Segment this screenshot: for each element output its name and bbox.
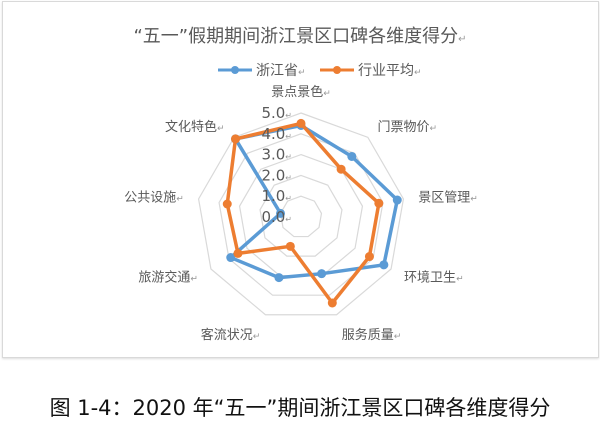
paragraph-mark: ↵ bbox=[394, 332, 402, 342]
paragraph-mark: ↵ bbox=[285, 132, 292, 141]
data-point bbox=[285, 241, 295, 251]
data-point bbox=[392, 195, 402, 205]
radar-chart: “五一”假期期间浙江景区口碑各维度得分↵ 浙江省↵ 行业平均↵ 0.0↵ 1.0↵ 2.0… bbox=[124, 26, 478, 343]
data-point bbox=[364, 252, 374, 262]
chart-title: “五一”假期期间浙江景区口碑各维度得分↵ bbox=[133, 26, 466, 47]
paragraph-mark: ↵ bbox=[456, 275, 464, 285]
data-point bbox=[317, 269, 327, 279]
grid-ring bbox=[218, 133, 384, 296]
paragraph-mark: ↵ bbox=[253, 332, 261, 342]
paragraph-mark: ↵ bbox=[217, 124, 225, 134]
series-line bbox=[228, 123, 400, 280]
tick-label: 5.0↵ bbox=[261, 104, 292, 122]
legend-marker bbox=[333, 66, 341, 74]
data-point bbox=[233, 248, 243, 258]
grid-ring bbox=[197, 112, 405, 316]
data-point bbox=[374, 198, 384, 208]
paragraph-mark: ↵ bbox=[298, 68, 306, 78]
paragraph-mark: ↵ bbox=[430, 124, 438, 134]
paragraph-mark: ↵ bbox=[285, 194, 292, 203]
data-point bbox=[274, 273, 284, 283]
figure-caption: 图 1-4：2020 年“五一”期间浙江景区口碑各维度得分 bbox=[49, 396, 551, 420]
category-label: 景区管理↵ bbox=[418, 190, 478, 205]
paragraph-mark: ↵ bbox=[285, 215, 292, 224]
category-label: 公共设施↵ bbox=[124, 190, 184, 205]
paragraph-mark: ↵ bbox=[414, 68, 422, 78]
data-point bbox=[336, 164, 346, 174]
data-point bbox=[226, 253, 236, 263]
paragraph-mark: ↵ bbox=[285, 111, 292, 120]
legend-label: 浙江省↵ bbox=[256, 63, 306, 79]
category-label: 旅游交通↵ bbox=[138, 270, 198, 286]
category-label: 环境卫生↵ bbox=[404, 271, 464, 286]
data-point bbox=[276, 208, 286, 218]
data-point bbox=[379, 260, 389, 270]
category-label: 景点景色↵ bbox=[271, 84, 331, 100]
grid-ring bbox=[279, 195, 323, 238]
tick-label: 3.0↵ bbox=[261, 146, 292, 164]
data-point bbox=[347, 151, 357, 161]
legend-marker bbox=[231, 66, 239, 74]
category-label: 客流状况↵ bbox=[201, 327, 261, 343]
chart-container bbox=[2, 1, 599, 358]
legend-label: 行业平均↵ bbox=[358, 63, 422, 79]
tick-label: 4.0↵ bbox=[261, 125, 292, 143]
tick-label: 1.0↵ bbox=[261, 187, 292, 205]
category-label: 服务质量↵ bbox=[342, 327, 402, 343]
paragraph-mark: ↵ bbox=[176, 194, 184, 204]
data-point bbox=[230, 134, 240, 144]
paragraph-mark: ↵ bbox=[323, 89, 331, 99]
tick-label: 0.0↵ bbox=[261, 208, 292, 226]
data-point bbox=[222, 199, 232, 209]
grid-ring bbox=[259, 174, 343, 257]
paragraph-mark: ↵ bbox=[285, 173, 292, 182]
paragraph-mark: ↵ bbox=[458, 34, 466, 45]
data-point bbox=[296, 118, 306, 128]
paragraph-mark: ↵ bbox=[285, 153, 292, 162]
data-point bbox=[327, 298, 337, 308]
category-label: 文化特色↵ bbox=[165, 119, 225, 135]
series-line bbox=[225, 121, 381, 305]
category-label: 门票物价↵ bbox=[377, 120, 437, 135]
paragraph-mark: ↵ bbox=[470, 194, 478, 204]
tick-label: 2.0↵ bbox=[261, 166, 292, 184]
paragraph-mark: ↵ bbox=[190, 275, 198, 285]
